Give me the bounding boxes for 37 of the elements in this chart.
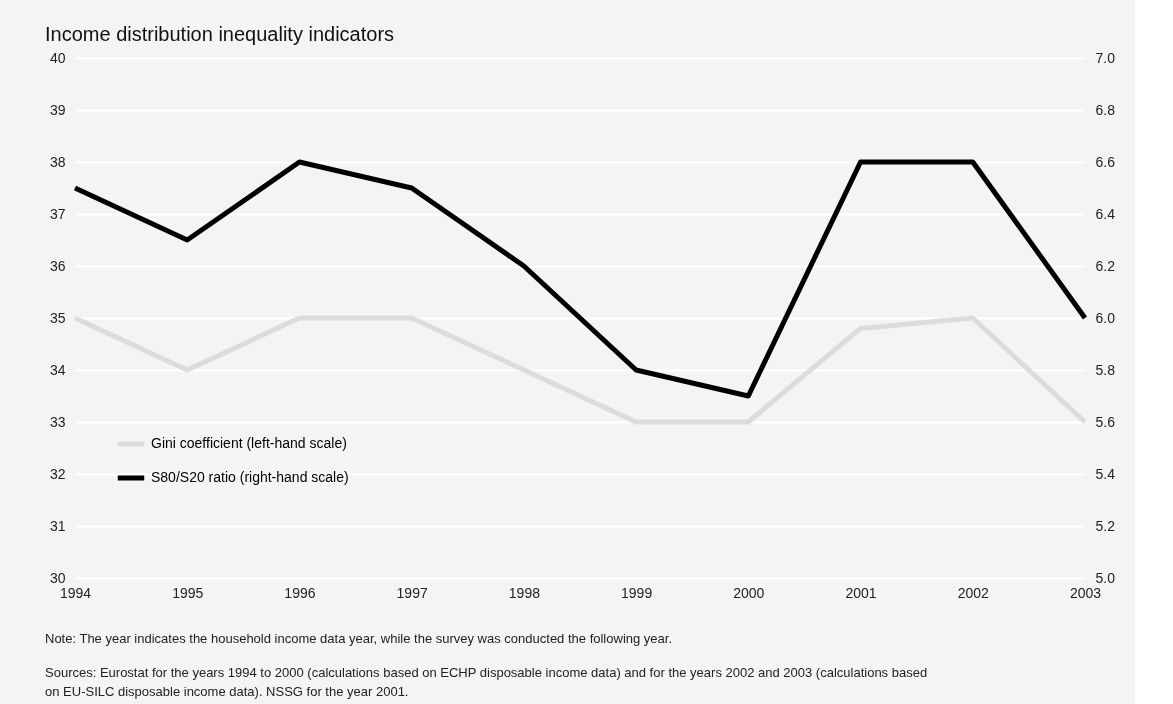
x-tick-label: 2003 [1069,584,1102,601]
y-tick-label: 39 [49,101,66,118]
y-tick-label: 35 [49,309,66,326]
text: Note: The year indicates the household income data year, while the survey was conducted the following year. [45,631,673,646]
y-tick-label: 30 [49,569,66,586]
y2-tick-label: 5.2 [1095,517,1116,534]
y2-tick-label: 5.6 [1095,413,1116,430]
x-tick-label: 2002 [957,584,990,601]
x-tick-label: 1995 [172,584,204,601]
legend-label: S80/S20 ratio (right-hand scale) [151,469,349,485]
y2-tick-label: 6.2 [1095,257,1116,274]
y-tick-label: 36 [49,257,66,274]
y2-tick-label: 6.4 [1095,205,1116,222]
x-tick-label: 1996 [284,584,316,601]
y2-tick-label: 6.0 [1095,309,1116,326]
x-tick-label: 1994 [59,584,92,601]
x-tick-label: 1999 [621,584,653,601]
y2-tick-label: 7.0 [1095,49,1116,66]
y2-tick-label: 5.4 [1095,465,1116,482]
y-tick-label: 33 [49,413,66,430]
x-tick-label: 2000 [733,584,765,601]
x-tick-label: 1998 [508,584,541,601]
x-tick-label: 1997 [396,584,428,601]
y2-tick-label: 5.8 [1095,361,1116,378]
y2-tick-label: 6.6 [1095,153,1116,170]
y-tick-label: 32 [49,465,66,482]
y2-tick-label: 5.0 [1095,569,1116,586]
y-tick-label: 31 [49,517,66,534]
source-note: Sources: Eurostat for the years 1994 to 2000 (calculations based on ECHP disposable income data) and for the years 2002 and 2003 (calculations based on EU-SILC disposable income data). NSSG for the year 2001. [45,665,928,699]
y2-tick-label: 6.8 [1095,101,1116,118]
x-tick-label: 2001 [845,584,877,601]
y-tick-label: 34 [49,361,66,378]
y-tick-label: 38 [49,153,66,170]
y-tick-label: 37 [49,205,66,222]
chart-title: Income distribution inequality indicators [45,23,395,45]
y-tick-label: 40 [49,49,66,66]
legend-label: Gini coefficient (left-hand scale) [151,435,347,451]
